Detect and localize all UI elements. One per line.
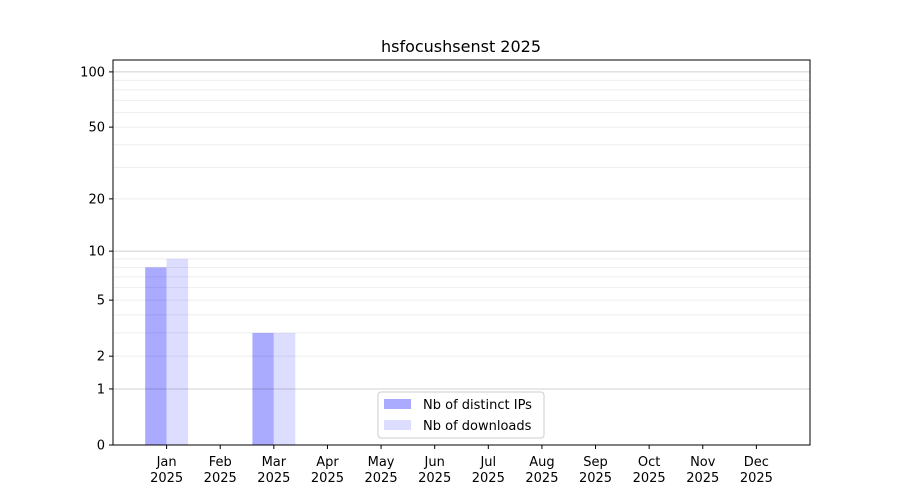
y-tick-label: 20 (88, 192, 105, 207)
y-tick-label: 1 (97, 382, 105, 397)
x-tick-label: Feb 2025 (204, 455, 237, 486)
x-tick-label: Dec 2025 (740, 455, 773, 486)
bar-distinct-ips (145, 267, 167, 445)
x-tick-label: Nov 2025 (686, 455, 719, 486)
x-tick-label: Jun 2025 (418, 455, 451, 486)
legend-label: Nb of distinct IPs (423, 398, 532, 413)
grid-overlay (113, 71, 810, 390)
legend-label: Nb of downloads (423, 419, 532, 434)
x-tick-label: Apr 2025 (311, 455, 344, 486)
x-tick-label: Sep 2025 (579, 455, 612, 486)
x-tick-label: Jul 2025 (472, 455, 505, 486)
legend-swatch (384, 420, 411, 430)
y-tick-label: 5 (97, 294, 105, 309)
x-tick-label: Jan 2025 (150, 455, 183, 486)
x-tick-label: Oct 2025 (633, 455, 666, 486)
y-tick-label: 0 (97, 439, 105, 454)
y-tick-label: 10 (88, 245, 105, 260)
legend-swatch (384, 399, 411, 409)
x-tick-label: May 2025 (365, 455, 398, 486)
y-axis: 0 1 2 5 10 20 50 100 (80, 65, 113, 454)
y-tick-label: 2 (97, 350, 105, 365)
bars (145, 258, 296, 445)
x-tick-label: Aug 2025 (525, 455, 558, 486)
legend-box (377, 391, 545, 439)
bar-downloads (166, 258, 189, 445)
y-tick-label: 50 (88, 121, 105, 136)
y-tick-label: 100 (80, 65, 105, 80)
x-axis: Jan 2025 Feb 2025 Mar 2025 Apr 2025 May 2025 Jun 20… (150, 445, 773, 486)
legend: Nb of distinct IPs Nb of downloads (377, 391, 545, 439)
chart-title: hsfocushsenst 2025 (381, 37, 541, 56)
x-tick-label: Mar 2025 (257, 455, 290, 486)
plot-frame (112, 59, 811, 446)
bar-downloads (273, 332, 296, 445)
bar-distinct-ips (252, 332, 274, 445)
